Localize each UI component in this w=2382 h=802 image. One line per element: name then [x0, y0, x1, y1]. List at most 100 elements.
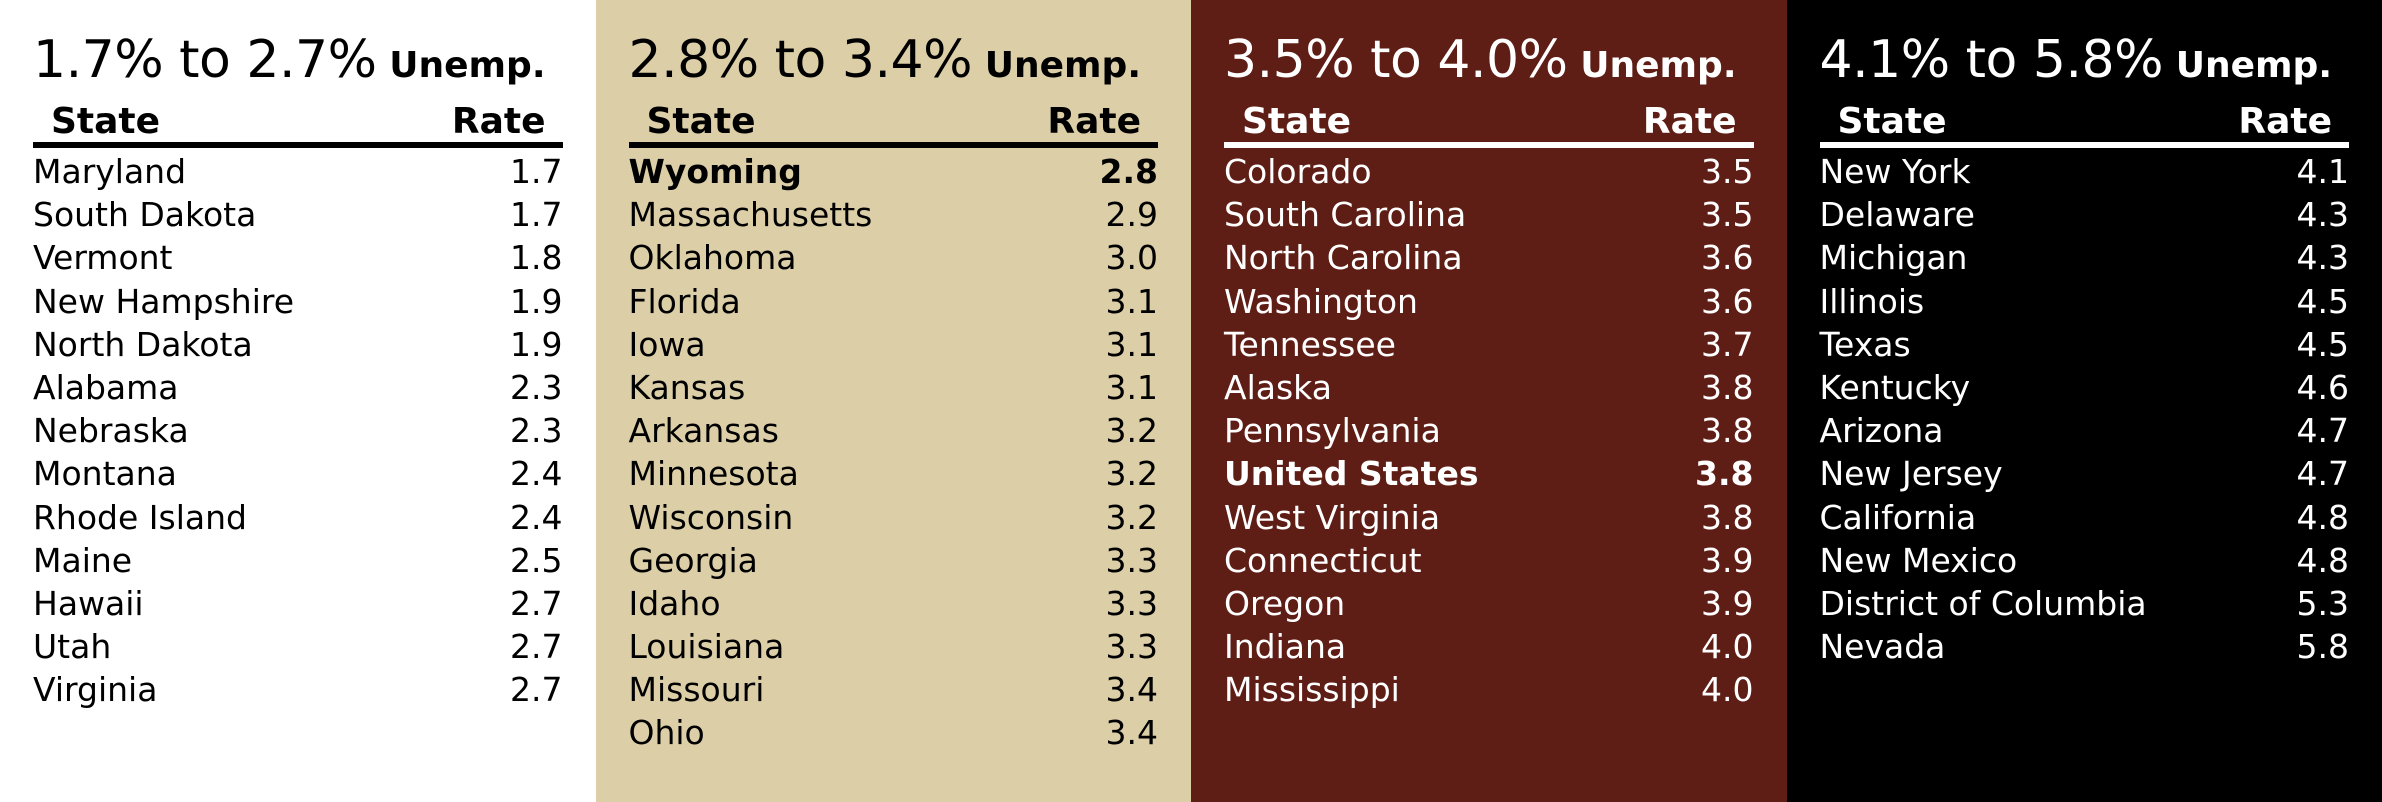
- state-name: Idaho: [628, 583, 721, 623]
- state-name: Alaska: [1224, 367, 1332, 407]
- state-name: Arizona: [1819, 411, 1944, 451]
- rate-header: Rate: [2238, 101, 2332, 142]
- rate-value: 4.7: [2296, 454, 2349, 494]
- state-header: State: [1837, 101, 1947, 142]
- rate-value: 3.2: [1105, 454, 1158, 494]
- state-name: Montana: [33, 454, 177, 494]
- rate-value: 2.5: [510, 540, 563, 580]
- table-row: Washington 3.6: [1224, 280, 1754, 323]
- state-name: Vermont: [33, 238, 173, 278]
- rate-value: 3.9: [1701, 540, 1754, 580]
- state-name: Louisiana: [628, 627, 785, 667]
- header-rule: [33, 142, 563, 148]
- table-row: Colorado 3.5: [1224, 150, 1754, 193]
- table-row: Rhode Island 2.4: [33, 496, 563, 539]
- table-row: Texas 4.5: [1820, 323, 2350, 366]
- state-name: North Carolina: [1224, 238, 1463, 278]
- table-row: Delaware 4.3: [1820, 193, 2350, 236]
- table-row: Hawaii 2.7: [33, 582, 563, 625]
- rate-value: 5.3: [2296, 583, 2349, 623]
- rate-value: 3.4: [1105, 713, 1158, 753]
- table-row: Arizona 4.7: [1820, 409, 2350, 452]
- rate-value: 3.2: [1105, 411, 1158, 451]
- rate-value: 3.6: [1701, 238, 1754, 278]
- table-row: Tennessee 3.7: [1224, 323, 1754, 366]
- table-row: Missouri 3.4: [629, 668, 1159, 711]
- table-row: South Dakota 1.7: [33, 193, 563, 236]
- column-header: State Rate: [1224, 100, 1754, 144]
- table-row: New York 4.1: [1820, 150, 2350, 193]
- state-name: Nebraska: [33, 411, 189, 451]
- table-row: Minnesota 3.2: [629, 452, 1159, 495]
- rate-value: 4.1: [2296, 152, 2349, 191]
- table-row: Oregon 3.9: [1224, 582, 1754, 625]
- state-name: Maine: [33, 540, 133, 580]
- column-header: State Rate: [1820, 100, 2350, 144]
- range-title: 3.5% to 4.0%: [1224, 30, 1568, 90]
- state-name: Illinois: [1819, 281, 1925, 321]
- table-row: North Dakota 1.9: [33, 323, 563, 366]
- rate-value: 2.3: [510, 367, 563, 407]
- state-name: California: [1819, 497, 1977, 537]
- rate-value: 2.3: [510, 411, 563, 451]
- state-name: United States: [1224, 454, 1479, 494]
- rate-value: 4.8: [2296, 540, 2349, 580]
- rate-value: 3.8: [1701, 497, 1754, 537]
- rate-value: 2.7: [510, 627, 563, 667]
- rate-value: 3.0: [1105, 238, 1158, 278]
- panel-mid-high: 3.5% to 4.0% Unemp. State Rate Colorado 3…: [1191, 0, 1787, 802]
- state-name: New York: [1819, 152, 1971, 191]
- rate-value: 3.3: [1105, 583, 1158, 623]
- panel-mid-low: 2.8% to 3.4% Unemp. State Rate Wyoming 2.…: [595, 0, 1191, 802]
- state-name: Tennessee: [1224, 324, 1396, 364]
- rate-value: 4.3: [2296, 195, 2349, 235]
- state-name: South Dakota: [33, 195, 257, 235]
- table-row: Iowa 3.1: [629, 323, 1159, 366]
- table-row: Virginia 2.7: [33, 668, 563, 711]
- table-row: United States 3.8: [1224, 452, 1754, 495]
- state-name: Alabama: [33, 367, 179, 407]
- table-row: District of Columbia 5.3: [1820, 582, 2350, 625]
- rate-header: Rate: [1047, 101, 1141, 142]
- table-row: Alaska 3.8: [1224, 366, 1754, 409]
- rate-value: 4.6: [2296, 367, 2349, 407]
- table-row: Kentucky 4.6: [1820, 366, 2350, 409]
- table-row: Illinois 4.5: [1820, 280, 2350, 323]
- rate-value: 3.1: [1105, 367, 1158, 407]
- table-row: Louisiana 3.3: [629, 625, 1159, 668]
- table-row: Florida 3.1: [629, 280, 1159, 323]
- rate-value: 3.8: [1701, 367, 1754, 407]
- rate-value: 4.8: [2296, 497, 2349, 537]
- table-row: Wyoming 2.8: [629, 150, 1159, 193]
- rate-value: 4.5: [2296, 281, 2349, 321]
- rate-header: Rate: [451, 101, 546, 142]
- rate-value: 4.0: [1701, 627, 1754, 667]
- rate-value: 5.8: [2296, 627, 2349, 667]
- unemp-label: Unemp.: [984, 45, 1141, 86]
- state-name: Nevada: [1819, 627, 1946, 667]
- state-name: Missouri: [628, 670, 765, 710]
- panel-low: 1.7% to 2.7% Unemp. State Rate Maryland 1…: [0, 0, 596, 802]
- state-name: Mississippi: [1224, 670, 1400, 710]
- unemp-label: Unemp.: [389, 45, 546, 86]
- rate-value: 3.8: [1701, 411, 1754, 451]
- table-row: Connecticut 3.9: [1224, 539, 1754, 582]
- table-row: Alabama 2.3: [33, 366, 563, 409]
- table-row: Nebraska 2.3: [33, 409, 563, 452]
- rate-header: Rate: [1642, 101, 1737, 142]
- rows: Colorado 3.5 South Carolina 3.5 North Caroli…: [1224, 150, 1754, 711]
- range-title: 1.7% to 2.7%: [33, 30, 377, 90]
- rate-value: 2.9: [1105, 195, 1158, 235]
- state-header: State: [1242, 101, 1352, 142]
- header-rule: [1224, 142, 1754, 148]
- state-name: Maryland: [33, 152, 187, 191]
- state-name: Utah: [33, 627, 112, 667]
- state-header: State: [646, 101, 756, 142]
- rate-value: 2.8: [1099, 152, 1158, 191]
- unemp-label: Unemp.: [1580, 45, 1737, 86]
- header-rule: [628, 142, 1158, 148]
- state-name: Connecticut: [1224, 540, 1422, 580]
- rate-value: 3.2: [1105, 497, 1158, 537]
- state-name: New Mexico: [1819, 540, 2018, 580]
